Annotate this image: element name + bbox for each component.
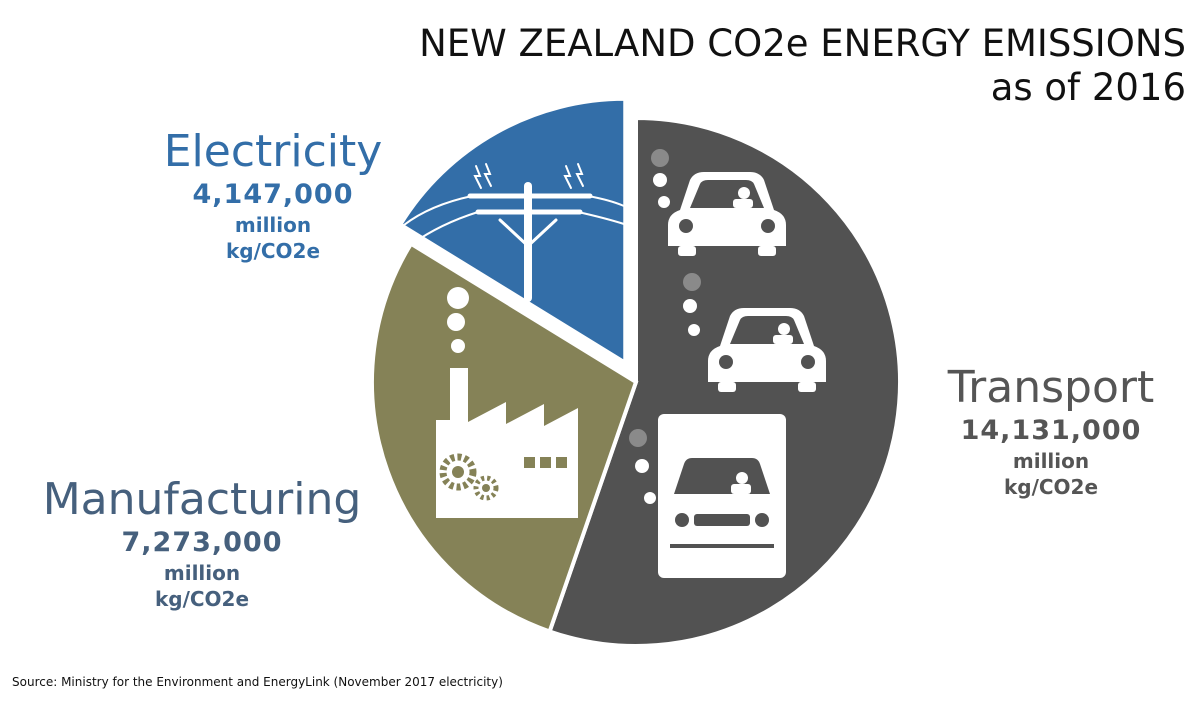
label-transport: Transport 14,131,000 million kg/CO2e (912, 362, 1190, 500)
source-note: Source: Ministry for the Environment and… (12, 675, 503, 689)
manufacturing-unit-line1: million (163, 561, 241, 585)
vehicles-icon (629, 149, 826, 578)
transport-category: Transport (947, 362, 1155, 413)
factory-icon (436, 287, 578, 518)
label-electricity: Electricity 4,147,000 million kg/CO2e (128, 126, 418, 264)
manufacturing-category: Manufacturing (42, 474, 362, 525)
manufacturing-value: 7,273,000 (121, 527, 283, 558)
label-manufacturing: Manufacturing 7,273,000 million kg/CO2e (6, 474, 398, 612)
chart-title: NEW ZEALAND CO2e ENERGY EMISSIONS (419, 22, 1186, 65)
power-pole-icon (403, 163, 625, 302)
electricity-value: 4,147,000 (192, 179, 354, 210)
chart-subtitle: as of 2016 (990, 66, 1186, 109)
electricity-category: Electricity (163, 126, 383, 177)
transport-unit-line2: kg/CO2e (1003, 475, 1099, 499)
electricity-unit-line1: million (234, 213, 312, 237)
transport-unit-line1: million (1012, 449, 1090, 473)
electricity-unit-line2: kg/CO2e (225, 239, 321, 263)
transport-value: 14,131,000 (960, 415, 1142, 446)
manufacturing-unit-line2: kg/CO2e (154, 587, 250, 611)
